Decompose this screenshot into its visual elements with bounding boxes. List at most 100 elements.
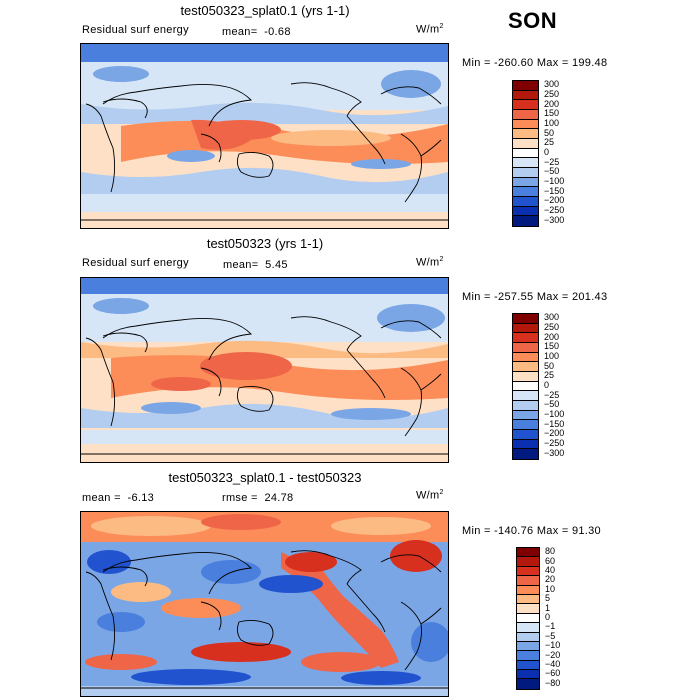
colorbar-tick-label: 100 [544, 351, 560, 361]
colorbar-swatch [513, 439, 538, 450]
colorbar-tick-label: 250 [544, 322, 560, 332]
colorbar-tick-label: −25 [544, 156, 560, 167]
colorbar-swatch [513, 196, 538, 207]
colorbar-tick-label: −150 [544, 185, 565, 196]
colorbar-tick-label: 200 [544, 98, 560, 109]
panel-2-variable-label: Residual surf energy [82, 257, 189, 269]
colorbar-tick-label: −60 [545, 668, 561, 679]
panel-3-colorbar [516, 547, 540, 690]
colorbar-swatch [513, 449, 538, 459]
colorbar-swatch [517, 660, 539, 671]
colorbar-swatch [513, 362, 538, 372]
panel-1-minmax: Min = -260.60 Max = 199.48 [462, 57, 608, 69]
colorbar-tick-label: −25 [544, 389, 560, 400]
colorbar-swatch [517, 548, 539, 558]
colorbar-tick-label: 5 [545, 593, 551, 604]
colorbar-tick-label: −250 [544, 438, 565, 448]
colorbar-tick-label: 0 [544, 147, 550, 157]
panel-2-mean-label: mean= 5.45 [223, 259, 288, 271]
panel-3-map [80, 511, 449, 697]
colorbar-swatch [517, 679, 539, 689]
panel-3-rmse-value: 24.78 [264, 492, 294, 504]
colorbar-swatch [513, 90, 538, 101]
colorbar-swatch [513, 81, 538, 91]
colorbar-swatch [513, 323, 538, 334]
colorbar-tick-label: 150 [544, 341, 560, 352]
colorbar-swatch [513, 100, 538, 110]
panel-2-map [80, 277, 449, 463]
colorbar-tick-label: 50 [544, 360, 555, 371]
colorbar-swatch [513, 391, 538, 401]
colorbar-tick-label: −5 [545, 630, 556, 641]
colorbar-tick-label: 10 [545, 583, 556, 594]
colorbar-swatch [513, 167, 538, 178]
colorbar-tick-label: −250 [544, 205, 565, 215]
colorbar-tick-label: −100 [544, 409, 565, 419]
colorbar-swatch [513, 410, 538, 421]
colorbar-tick-label: 250 [544, 89, 560, 99]
colorbar-tick-label: 50 [544, 127, 555, 138]
colorbar-swatch [517, 557, 539, 567]
colorbar-swatch [513, 381, 538, 392]
colorbar-swatch [513, 138, 538, 149]
colorbar-swatch [517, 566, 539, 577]
panel-1-map [80, 43, 449, 229]
colorbar-tick-label: −40 [545, 659, 561, 669]
season-label: SON [508, 8, 558, 33]
colorbar-swatch [517, 585, 539, 595]
colorbar-tick-label: 0 [544, 380, 550, 390]
colorbar-tick-label: 100 [544, 118, 560, 128]
colorbar-swatch [513, 206, 538, 217]
colorbar-tick-label: 1 [545, 602, 551, 613]
panel-2-units: W/m2 [416, 256, 444, 269]
panel-2-minmax: Min = -257.55 Max = 201.43 [462, 291, 608, 303]
panel-3-title: test050323_splat0.1 - test050323 [168, 470, 362, 485]
panel-3-colorbar-labels: 80 60 40 20 10 5 1 0 −1 −5 −10 −20 −40 −60 −80 [545, 547, 585, 690]
colorbar-swatch [517, 576, 539, 586]
colorbar-tick-label: 80 [545, 546, 556, 557]
panel-3-map-field [81, 512, 448, 696]
colorbar-swatch [513, 352, 538, 363]
colorbar-swatch [513, 148, 538, 159]
colorbar-swatch [513, 119, 538, 130]
colorbar-swatch [517, 651, 539, 661]
panel-3-mean-value: -6.13 [127, 492, 155, 504]
colorbar-swatch [517, 594, 539, 605]
panel-1-colorbar [512, 80, 539, 227]
panel-2-colorbar [512, 313, 539, 460]
panel-1-units: W/m2 [416, 23, 444, 36]
panel-2-colorbar-labels: 300 250 200 150 100 50 25 0 −25 −50 −100 −150 −200 −2… [544, 313, 584, 460]
colorbar-tick-label: −150 [544, 418, 565, 429]
panel-2-map-field [81, 278, 448, 462]
panel-3-rmse-label: rmse = 24.78 [222, 492, 294, 504]
panel-1-title: test050323_splat0.1 (yrs 1-1) [180, 3, 350, 18]
colorbar-tick-label: 40 [545, 565, 556, 575]
panel-3-units: W/m2 [416, 489, 444, 502]
colorbar-tick-label: 150 [544, 108, 560, 119]
colorbar-tick-label: −50 [544, 399, 560, 410]
panel-1-colorbar-labels: 300 250 200 150 100 50 25 0 −25 −50 −100 −150 −200 −2… [544, 80, 584, 227]
colorbar-swatch [513, 371, 538, 382]
panel-1-mean-value: -0.68 [264, 26, 291, 38]
colorbar-swatch [513, 177, 538, 188]
colorbar-swatch [513, 342, 538, 353]
colorbar-tick-label: 60 [545, 555, 556, 566]
colorbar-tick-label: 20 [545, 574, 556, 585]
colorbar-tick-label: −80 [545, 677, 561, 688]
panel-2-mean-value: 5.45 [265, 259, 288, 271]
colorbar-swatch [513, 314, 538, 324]
colorbar-tick-label: 25 [544, 370, 555, 381]
colorbar-tick-label: −200 [544, 428, 565, 439]
colorbar-swatch [513, 129, 538, 139]
colorbar-tick-label: −50 [544, 166, 560, 177]
panel-3-minmax: Min = -140.76 Max = 91.30 [462, 525, 601, 537]
panel-1-map-field [81, 44, 448, 228]
colorbar-swatch [517, 632, 539, 642]
colorbar-tick-label: −1 [545, 621, 556, 632]
colorbar-tick-label: −300 [544, 447, 565, 458]
colorbar-swatch [513, 187, 538, 197]
colorbar-swatch [513, 158, 538, 168]
panel-1-variable-label: Residual surf energy [82, 24, 189, 36]
colorbar-swatch [513, 109, 538, 120]
colorbar-tick-label: 200 [544, 331, 560, 342]
